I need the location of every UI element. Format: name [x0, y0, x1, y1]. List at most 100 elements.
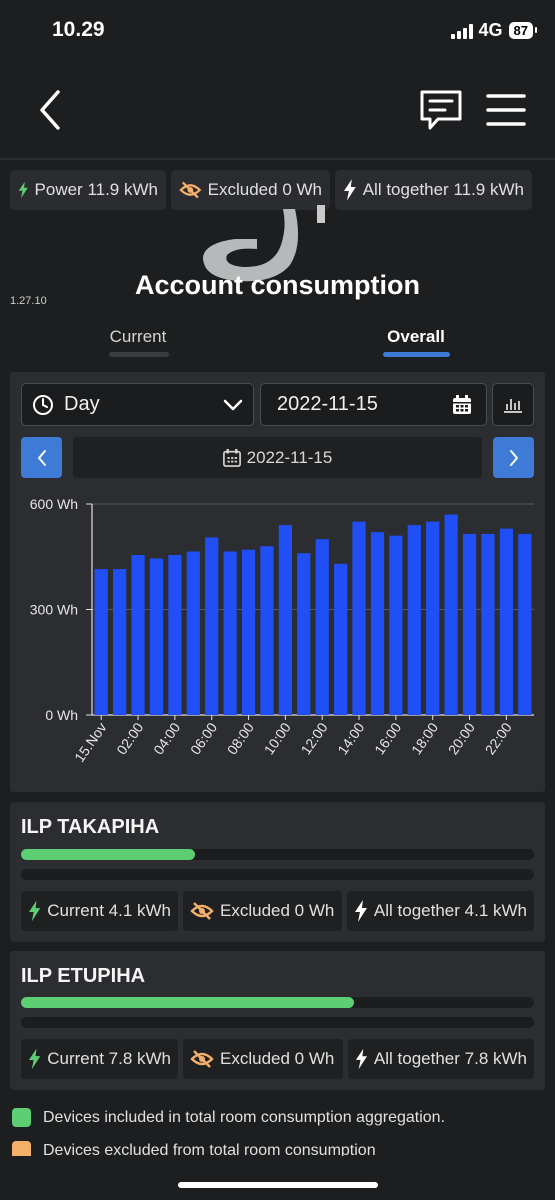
hamburger-menu-icon[interactable] [486, 92, 526, 128]
bar [149, 558, 164, 715]
legend-excluded-label: Devices excluded from total room consump… [43, 1141, 376, 1159]
bolt-icon [28, 1048, 41, 1070]
current-chip: Current 4.1 kWh [21, 891, 178, 931]
bar [462, 533, 477, 715]
y-tick-label: 300 Wh [30, 602, 78, 618]
x-tick-label: 18:00 [408, 719, 441, 757]
bar [297, 553, 311, 715]
bar [499, 528, 514, 715]
x-tick-label: 06:00 [187, 719, 220, 757]
progress-fill [21, 849, 196, 860]
bar [223, 551, 237, 715]
power-chip: Power 11.9 kWh [10, 170, 166, 210]
progress-fill [21, 997, 355, 1008]
legend-swatch-green [12, 1108, 31, 1127]
tab-overall[interactable]: Overall [387, 327, 445, 346]
chart-type-button[interactable] [492, 383, 534, 426]
bar [315, 539, 329, 715]
legend-excluded: Devices excluded from total room consump… [12, 1141, 376, 1160]
bar-chart-icon [504, 398, 522, 413]
bar [241, 549, 256, 715]
bolt-icon [355, 1048, 367, 1070]
device-title: ILP TAKAPIHA [21, 816, 160, 838]
device-title: ILP ETUPIHA [21, 965, 146, 987]
tab-current[interactable]: Current [109, 327, 167, 346]
network-type: 4G [478, 20, 503, 40]
current-date-display: 2022-11-15 [73, 437, 482, 478]
eye-off-icon [190, 1050, 214, 1068]
bar [481, 533, 495, 715]
x-tick-label: 12:00 [297, 719, 330, 757]
bar [333, 563, 348, 715]
excluded-chip: Excluded 0 Wh [183, 891, 342, 931]
period-select[interactable]: Day [21, 383, 254, 426]
bar [518, 533, 532, 715]
all-together-total: All together 11.9 kWh [362, 180, 524, 199]
progress-track [21, 849, 534, 860]
bolt-icon [354, 900, 367, 922]
excluded-chip: Excluded 0 Wh [183, 1039, 343, 1079]
bar [205, 537, 219, 715]
x-tick-label: 08:00 [224, 719, 257, 757]
power-total: Power 11.9 kWh [34, 180, 158, 199]
y-tick-label: 0 Wh [45, 707, 78, 723]
chevron-left-icon [37, 449, 46, 466]
x-tick-label: 04:00 [150, 719, 183, 757]
date-input[interactable]: 2022-11-15 [260, 383, 487, 426]
device-card: ILP TAKAPIHA Current 4.1 kWh Excluded 0 … [10, 802, 545, 942]
status-indicators: 4G 87 [450, 20, 538, 41]
tab-overall-indicator [383, 352, 450, 357]
tab-current-indicator [109, 352, 169, 357]
legend-included: Devices included in total room consumpti… [12, 1108, 445, 1127]
x-tick-label: 15.Nov [71, 720, 110, 766]
eye-off-icon [190, 902, 214, 920]
next-date-button[interactable] [493, 437, 534, 478]
app-logo [203, 205, 325, 282]
status-time: 10.29 [52, 18, 105, 41]
chat-bubble-icon[interactable] [418, 88, 464, 132]
progress-track-secondary [21, 869, 534, 880]
x-tick-label: 14:00 [334, 719, 367, 757]
app-version: 1.27.10 [10, 295, 47, 307]
bar [407, 525, 421, 715]
previous-date-button[interactable] [21, 437, 62, 478]
calendar-icon [453, 394, 471, 414]
all-together-value: All together 7.8 kWh [373, 1049, 527, 1068]
chevron-right-icon [509, 449, 518, 466]
device-card: ILP ETUPIHA Current 7.8 kWh Excluded 0 W… [10, 951, 545, 1090]
x-tick-label: 22:00 [482, 719, 515, 757]
all-together-value: All together 4.1 kWh [373, 901, 527, 920]
current-value: Current 7.8 kWh [47, 1049, 171, 1068]
excluded-total: Excluded 0 Wh [207, 180, 322, 199]
bar [370, 532, 385, 715]
current-chip: Current 7.8 kWh [21, 1039, 178, 1079]
x-tick-label: 20:00 [445, 719, 478, 757]
date-value: 2022-11-15 [277, 393, 378, 415]
excluded-value: Excluded 0 Wh [220, 1049, 335, 1068]
y-tick-label: 600 Wh [30, 496, 78, 512]
eye-off-icon [179, 181, 202, 199]
signal-icon [450, 23, 473, 39]
home-indicator[interactable] [178, 1182, 378, 1188]
calendar-icon [222, 448, 241, 467]
header-divider [0, 158, 555, 160]
bolt-icon [343, 179, 356, 201]
bar [131, 554, 145, 715]
excluded-value: Excluded 0 Wh [220, 901, 335, 920]
bar [260, 546, 274, 715]
all-together-chip: All together 4.1 kWh [347, 891, 534, 931]
progress-track-secondary [21, 1017, 534, 1028]
bar [94, 569, 108, 715]
chevron-left-icon[interactable] [34, 88, 74, 132]
all-together-chip: All together 11.9 kWh [335, 170, 532, 210]
excluded-chip: Excluded 0 Wh [171, 170, 330, 210]
chevron-down-icon [223, 399, 243, 410]
x-tick-label: 02:00 [113, 719, 146, 757]
x-tick-label: 16:00 [371, 719, 404, 757]
bar [112, 569, 127, 715]
bar [168, 554, 182, 715]
bolt-icon [28, 900, 41, 922]
page-title: Account consumption [135, 270, 420, 300]
current-value: Current 4.1 kWh [47, 901, 171, 920]
